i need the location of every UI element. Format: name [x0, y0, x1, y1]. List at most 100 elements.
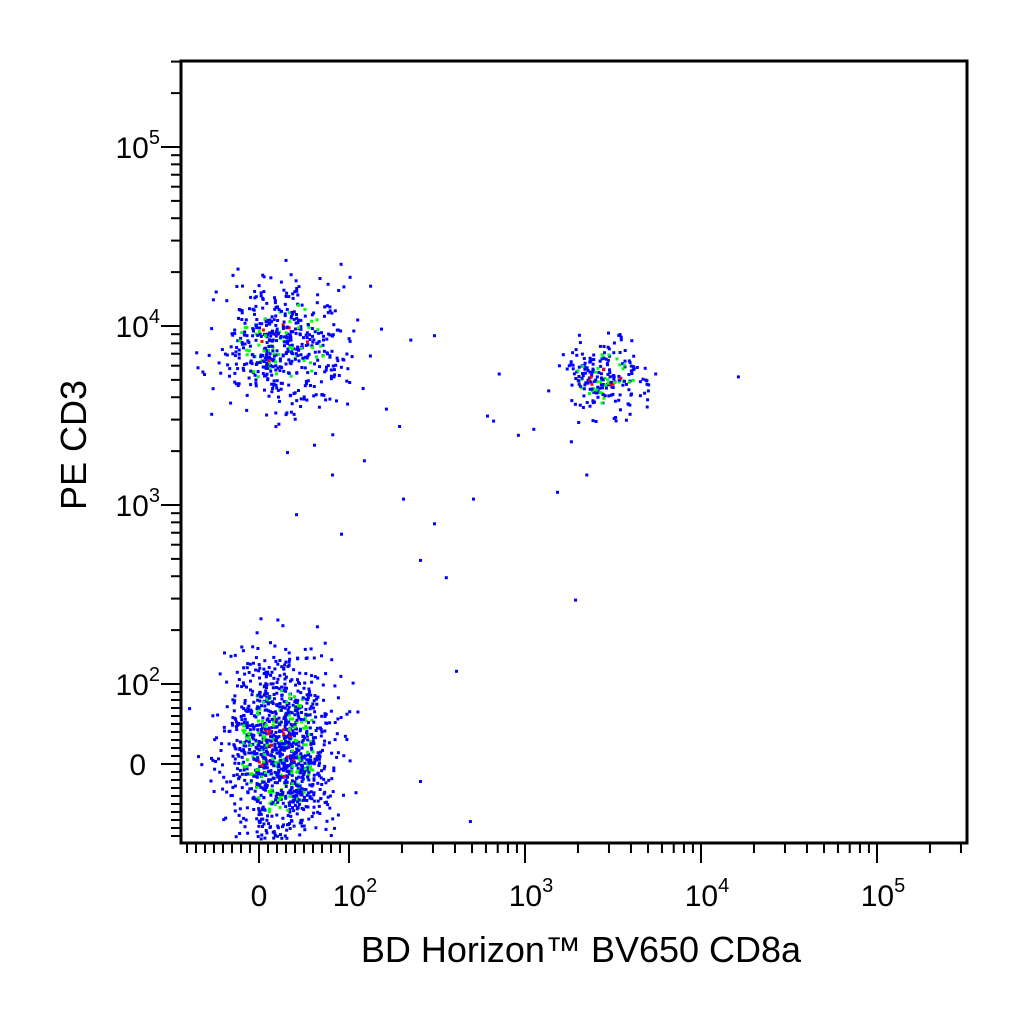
- data-point: [269, 673, 273, 677]
- data-point: [271, 686, 275, 690]
- data-point: [299, 768, 303, 772]
- data-point: [288, 795, 292, 799]
- data-point: [304, 697, 308, 701]
- data-point: [311, 340, 315, 344]
- data-point: [273, 803, 277, 806]
- data-point: [330, 751, 334, 755]
- data-point: [319, 734, 323, 738]
- data-point: [307, 352, 311, 356]
- data-point: [196, 366, 200, 370]
- data-point: [351, 681, 355, 685]
- data-point: [315, 355, 318, 359]
- data-point: [619, 376, 623, 380]
- data-point: [265, 784, 269, 787]
- data-point: [308, 338, 312, 341]
- data-point: [251, 673, 255, 677]
- data-point: [256, 719, 260, 723]
- data-point: [283, 677, 287, 681]
- y-axis-title: PE CD3: [53, 380, 94, 510]
- data-point: [256, 835, 260, 838]
- data-point: [229, 794, 233, 798]
- data-point: [237, 754, 241, 758]
- data-point: [262, 780, 266, 784]
- data-point: [245, 726, 249, 729]
- data-point: [256, 771, 260, 775]
- data-point: [293, 290, 297, 294]
- data-point: [309, 746, 313, 750]
- data-point: [240, 342, 244, 346]
- data-point: [336, 717, 340, 721]
- data-point: [339, 716, 343, 719]
- data-point: [312, 699, 316, 703]
- data-point: [277, 722, 281, 726]
- data-point: [307, 325, 311, 329]
- data-point: [252, 714, 256, 718]
- data-point: [269, 793, 273, 797]
- data-point: [262, 290, 266, 294]
- data-point: [273, 756, 276, 760]
- data-point: [270, 735, 274, 739]
- data-point: [256, 647, 260, 650]
- data-point: [270, 670, 274, 674]
- data-point: [245, 723, 249, 727]
- data-point: [306, 696, 310, 700]
- data-point: [265, 683, 269, 687]
- data-point: [241, 762, 244, 766]
- data-point: [262, 738, 266, 742]
- data-point: [280, 309, 283, 313]
- data-point: [285, 746, 289, 750]
- data-point: [268, 318, 272, 322]
- data-point: [320, 730, 324, 734]
- data-point: [319, 776, 323, 780]
- data-point: [247, 740, 251, 744]
- data-point: [285, 759, 289, 763]
- data-point: [275, 791, 279, 795]
- data-point: [254, 324, 258, 327]
- data-point: [283, 682, 287, 686]
- data-point: [295, 747, 299, 751]
- data-point: [287, 702, 291, 705]
- data-point: [299, 821, 303, 825]
- data-point: [200, 763, 204, 767]
- data-point: [242, 721, 246, 724]
- data-point: [267, 822, 271, 826]
- data-point: [325, 337, 329, 341]
- data-point: [341, 357, 345, 361]
- data-point: [312, 805, 316, 809]
- data-point: [246, 831, 250, 835]
- data-point: [300, 720, 304, 724]
- data-point: [298, 704, 302, 708]
- data-point: [277, 352, 281, 356]
- data-point: [262, 275, 266, 279]
- data-point: [279, 758, 283, 762]
- data-point: [245, 733, 249, 737]
- data-point: [607, 394, 611, 398]
- data-point: [263, 317, 267, 321]
- data-point: [254, 378, 258, 382]
- data-point: [305, 719, 308, 723]
- data-point: [315, 756, 319, 760]
- data-point: [253, 797, 257, 801]
- data-point: [231, 352, 235, 356]
- data-point: [328, 806, 332, 810]
- data-point: [257, 742, 261, 746]
- data-point: [256, 698, 260, 702]
- data-point: [348, 759, 352, 763]
- data-point: [233, 653, 237, 657]
- data-point: [312, 811, 316, 815]
- data-point: [319, 728, 323, 731]
- data-point: [241, 681, 245, 685]
- data-point: [294, 683, 298, 687]
- data-point: [303, 366, 307, 370]
- data-point: [314, 826, 318, 830]
- data-point: [297, 389, 300, 392]
- data-point: [295, 371, 299, 375]
- data-point: [245, 408, 249, 412]
- data-point: [289, 754, 292, 758]
- data-point: [281, 791, 285, 794]
- data-point: [409, 338, 413, 342]
- data-point: [255, 711, 259, 715]
- data-point: [274, 334, 278, 338]
- data-point: [255, 326, 259, 330]
- data-point: [287, 663, 291, 667]
